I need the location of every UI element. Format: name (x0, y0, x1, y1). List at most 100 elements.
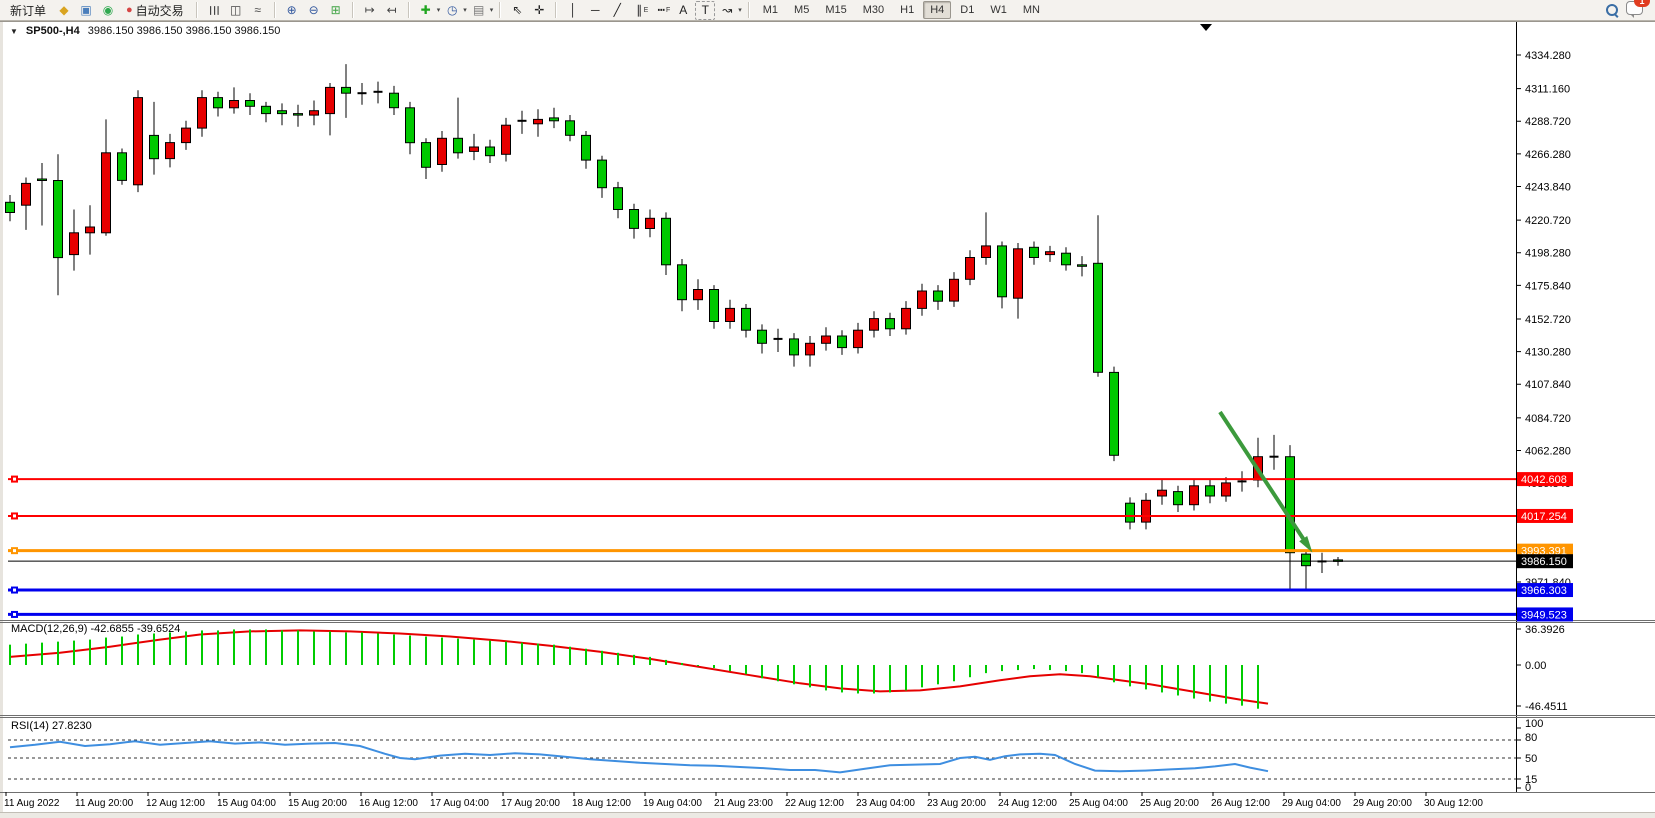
timeframe-d1[interactable]: D1 (960, 4, 975, 16)
bullish-candle (821, 335, 831, 344)
time-tick-label: 23 Aug 20:00 (927, 798, 986, 809)
autotrading-button[interactable]: ● 自动交易 (120, 0, 190, 21)
new-order-button[interactable]: 新订单 (4, 0, 52, 21)
timeframe-m5[interactable]: M5 (794, 4, 810, 16)
chart-shift-marker[interactable] (1200, 24, 1212, 31)
toolbar-separator (747, 2, 750, 18)
bearish-candle (1093, 262, 1103, 373)
bearish-candle (549, 117, 559, 122)
fibonacci-icon[interactable]: ┅ F (657, 2, 671, 17)
tile-windows-icon[interactable]: ⊞ (330, 2, 341, 17)
window-resize-strip[interactable] (0, 812, 1655, 818)
timeframe-h4[interactable]: H4 (923, 1, 952, 19)
memo-icon[interactable]: ◆ (59, 2, 69, 17)
bearish-candle (709, 289, 719, 322)
autotrading-button-icon: ● (126, 4, 133, 16)
bullish-candle (901, 307, 911, 330)
timeframe-m1[interactable]: M1 (762, 4, 779, 16)
community-signal-icon[interactable]: ◉ (102, 2, 114, 17)
chart-shift-icon[interactable]: ↤ (386, 2, 397, 17)
arrows-icon[interactable]: ↝ (722, 2, 733, 17)
collapse-arrow-icon[interactable]: ▼ (10, 26, 18, 36)
horizontal-line-icon[interactable]: ─ (590, 2, 600, 17)
zoom-in-icon[interactable]: ⊕ (286, 2, 297, 17)
arrow-annotation[interactable] (1218, 410, 1313, 553)
search-icon[interactable] (1606, 4, 1619, 18)
price-label-flag (1517, 543, 1573, 558)
bar-chart-icon[interactable]: ☰ (207, 4, 222, 16)
auto-scroll-icon[interactable]: ↦ (364, 2, 375, 17)
bullish-candle (805, 342, 815, 356)
bearish-candle (1061, 252, 1071, 266)
indicators-icon[interactable]: ✚ (420, 2, 431, 17)
equidistant-channel-icon[interactable]: ∥ E (636, 2, 649, 17)
toolbar-right-group: 1 (1606, 0, 1651, 20)
bullish-candle (949, 278, 959, 302)
arrows-icon-dropdown[interactable]: ▾ (738, 7, 742, 14)
time-tick-label: 16 Aug 12:00 (359, 798, 418, 809)
time-tick-label: 12 Aug 12:00 (146, 798, 205, 809)
bearish-candle (389, 92, 399, 109)
timeframe-mn[interactable]: MN (1022, 4, 1040, 16)
bearish-candle (933, 290, 943, 302)
price-label-text: 4017.254 (1521, 511, 1567, 523)
client-terminal-icon[interactable]: ▣ (80, 2, 92, 17)
text-icon[interactable]: A (679, 2, 688, 17)
bullish-candle (181, 127, 191, 144)
rsi-axis-label: 15 (1525, 774, 1537, 786)
macd-axis-label: 0.00 (1525, 660, 1546, 672)
price-label-text: 3966.303 (1521, 585, 1567, 597)
new-order-button-label: 新订单 (10, 3, 47, 18)
timeframe-h1[interactable]: H1 (900, 4, 915, 16)
time-tick-label: 11 Aug 2022 (4, 798, 60, 809)
bearish-candle (581, 134, 591, 161)
candles-layer (5, 64, 1343, 589)
line-chart-icon[interactable]: ≈ (254, 2, 261, 17)
bearish-candle (405, 107, 415, 144)
timeframe-m15[interactable]: M15 (825, 4, 847, 16)
text-label-icon[interactable]: T (695, 0, 716, 20)
periods-clock-icon-dropdown[interactable]: ▾ (463, 7, 467, 14)
toolbar-separator (351, 2, 354, 18)
bearish-candle (1173, 491, 1183, 506)
timeframe-m30[interactable]: M30 (862, 4, 885, 16)
ohlc-quotes-label: 3986.150 3986.150 3986.150 3986.150 (87, 25, 281, 37)
template-icon[interactable]: ▤ (473, 2, 485, 17)
candlestick-chart-icon[interactable]: ◫ (230, 2, 242, 17)
macd-axis-label: -46.4511 (1525, 701, 1568, 713)
indicators-icon-dropdown[interactable]: ▾ (436, 7, 441, 14)
zoom-out-icon[interactable]: ⊖ (308, 2, 319, 17)
bullish-candle (1045, 251, 1055, 256)
time-tick-label: 15 Aug 04:00 (217, 798, 276, 809)
notifications-button[interactable]: 1 (1626, 0, 1650, 20)
price-tick-label: 4266.280 (1525, 149, 1571, 161)
cursor-icon[interactable]: ⇖ (512, 2, 523, 17)
time-tick-label: 19 Aug 04:00 (643, 798, 702, 809)
autotrading-button-label: 自动交易 (135, 3, 184, 18)
price-axis[interactable]: 4334.280 4311.160 4288.720 4266.280 4243.840… (1516, 50, 1571, 589)
main-macd-separator[interactable] (0, 618, 1655, 625)
crosshair-icon[interactable]: ✛ (534, 2, 545, 17)
rsi-axis-label: 80 (1525, 732, 1537, 744)
price-label-flag (1517, 508, 1573, 523)
price-tick-label: 4084.720 (1525, 413, 1571, 425)
bullish-candle (69, 232, 79, 256)
toolbar-separator (407, 2, 410, 18)
trendline-icon[interactable]: ╱ (613, 2, 621, 17)
time-axis[interactable]: 11 Aug 2022 11 Aug 20:00 12 Aug 12:00 15 Au… (4, 792, 1483, 809)
timeframe-w1[interactable]: W1 (990, 4, 1007, 16)
bearish-candle (341, 86, 351, 94)
price-label-text: 4042.608 (1521, 474, 1567, 486)
periods-clock-icon[interactable]: ◷ (446, 2, 458, 17)
bullish-candle (981, 245, 991, 258)
template-icon-dropdown[interactable]: ▾ (489, 7, 494, 14)
rsi-axis-label: 50 (1525, 753, 1537, 765)
time-tick-label: 26 Aug 12:00 (1211, 798, 1270, 809)
macd-rsi-separator[interactable] (0, 713, 1655, 720)
vertical-line-icon[interactable]: │ (569, 2, 577, 17)
doji-candle (357, 92, 367, 95)
bullish-candle (965, 257, 975, 280)
bearish-candle (1029, 246, 1039, 259)
